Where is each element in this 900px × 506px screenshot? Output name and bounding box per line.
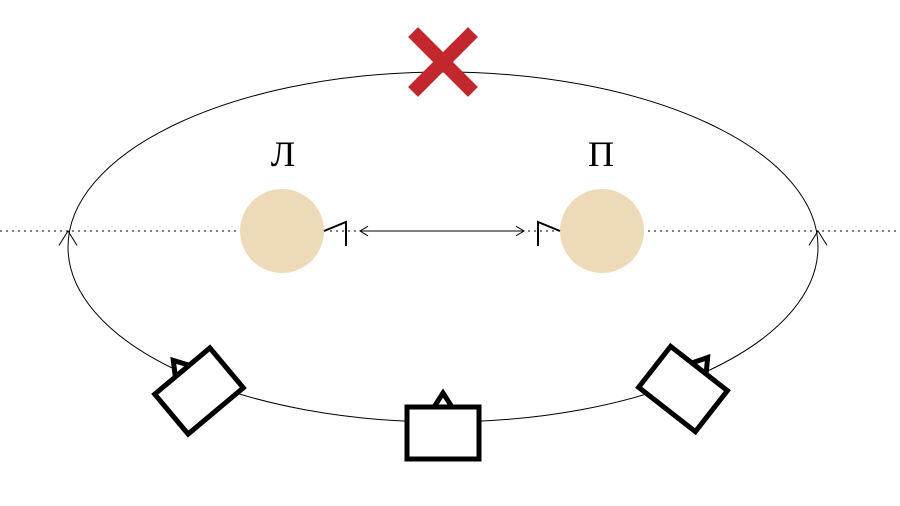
camera-body [407,407,479,459]
cameras-group [146,335,736,459]
camera-right [639,335,736,431]
forbidden-x-icon [418,37,468,87]
camera-body [639,346,728,431]
subject-right-label: П [588,134,614,174]
diagram-canvas: Л П [0,0,900,506]
subject-right-nose [538,222,560,246]
sightline-arrow [360,226,524,236]
camera-center [407,393,479,459]
subject-left-head [240,189,324,273]
subject-left-label: Л [271,134,295,174]
subject-left-nose [324,222,346,246]
camera-left [146,337,244,434]
camera-body [155,348,244,434]
subject-right-head [560,189,644,273]
